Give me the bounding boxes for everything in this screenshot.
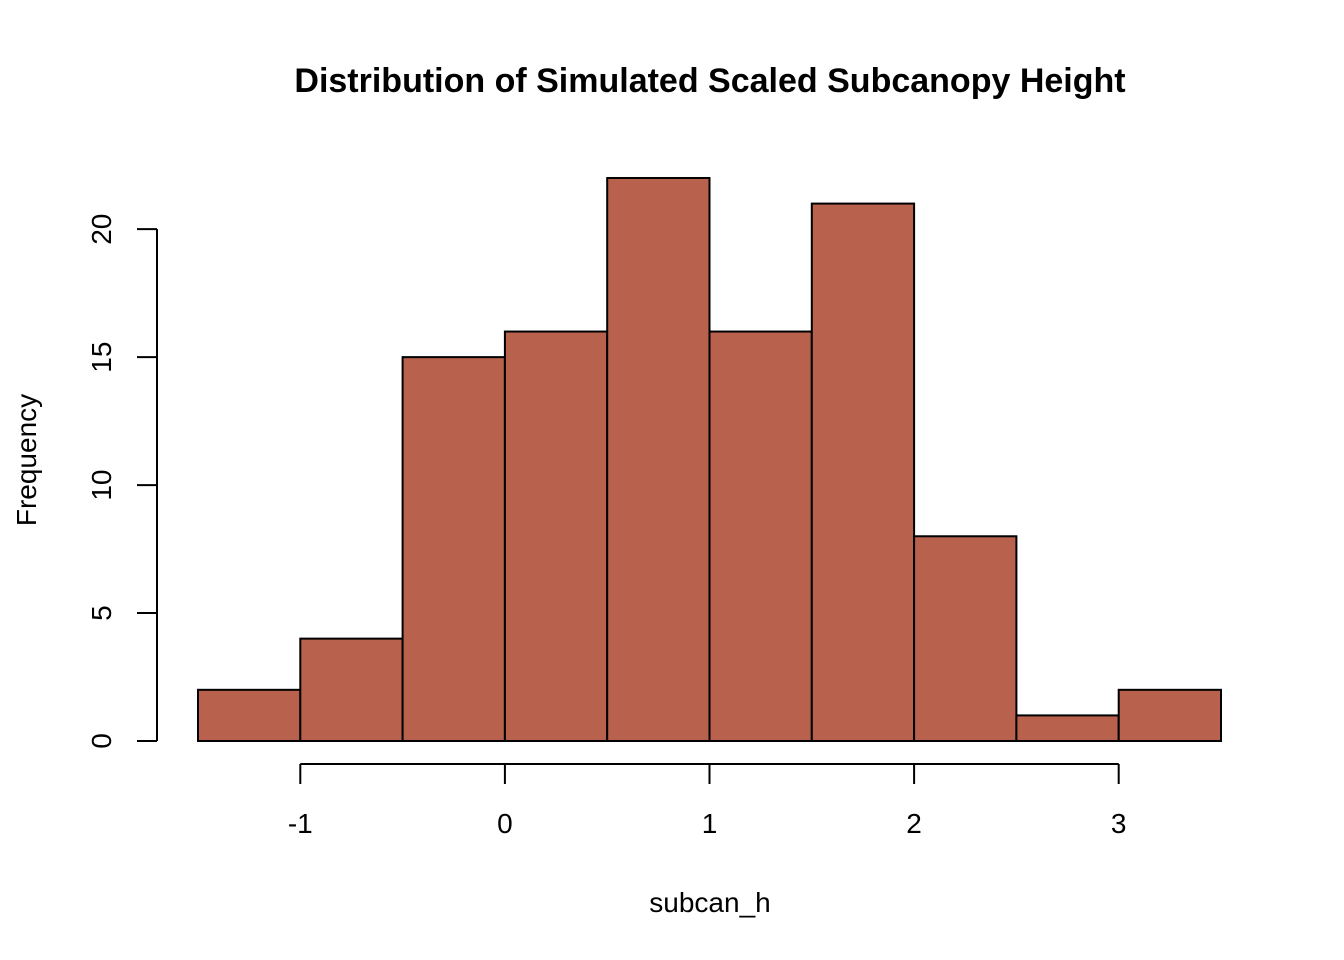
- y-axis-label: Frequency: [11, 394, 42, 526]
- y-tick-label: 0: [86, 733, 117, 749]
- x-axis-label: subcan_h: [649, 887, 770, 918]
- x-tick-label: -1: [288, 808, 313, 839]
- bars-group: [197, 177, 1222, 743]
- x-tick-label: 3: [1111, 808, 1127, 839]
- histogram-bar: [708, 330, 813, 742]
- x-tick-label: 2: [906, 808, 922, 839]
- histogram-bar: [401, 356, 506, 742]
- y-tick-label: 5: [86, 605, 117, 621]
- histogram-bar: [503, 330, 609, 742]
- chart-title: Distribution of Simulated Scaled Subcano…: [294, 62, 1125, 100]
- y-axis: 0 5 10 15 20: [86, 214, 158, 749]
- histogram-bar: [913, 535, 1018, 742]
- y-tick-label: 10: [86, 470, 117, 501]
- histogram-bar: [197, 688, 302, 742]
- x-tick-label: 0: [497, 808, 513, 839]
- histogram-bar: [1015, 714, 1120, 743]
- y-tick-label: 20: [86, 214, 117, 245]
- x-axis: -1 0 1 2 3: [288, 763, 1127, 839]
- histogram-bar: [1117, 688, 1222, 742]
- x-tick-label: 1: [702, 808, 718, 839]
- y-tick-label: 15: [86, 342, 117, 373]
- histogram-bar: [299, 637, 404, 742]
- histogram-bar: [810, 202, 916, 743]
- histogram-bar: [606, 177, 711, 742]
